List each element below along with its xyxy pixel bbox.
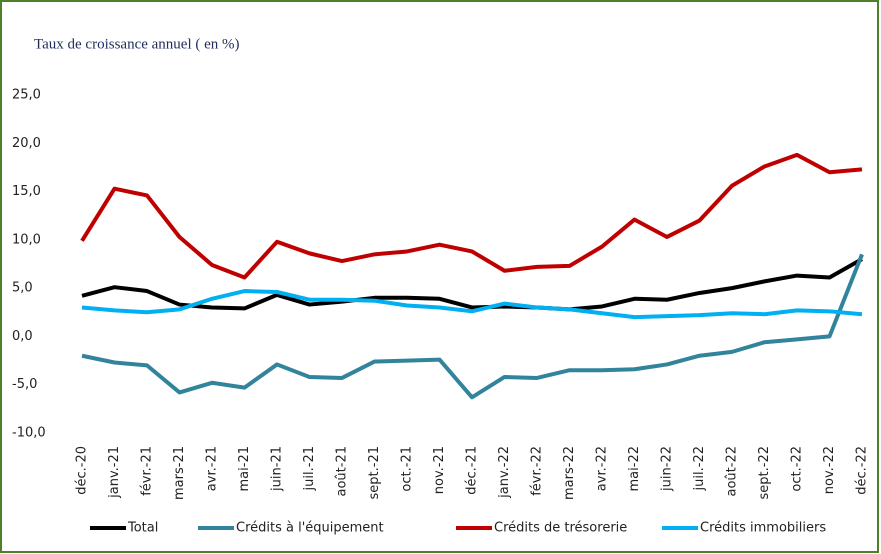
x-tick-label: août-21 bbox=[335, 446, 350, 497]
y-tick-label: 10,0 bbox=[12, 232, 41, 247]
legend-label: Total bbox=[127, 521, 158, 536]
series-line bbox=[80, 152, 863, 280]
y-tick-label: -5,0 bbox=[12, 377, 37, 392]
x-tick-label: oct.-22 bbox=[790, 446, 805, 492]
x-tick-label: juil.-21 bbox=[302, 446, 317, 491]
chart-title: Taux de croissance annuel ( en %) bbox=[34, 36, 240, 52]
legend-label: Crédits de trésorerie bbox=[494, 521, 627, 536]
y-tick-label: -10,0 bbox=[12, 426, 46, 441]
x-tick-label: févr.-21 bbox=[140, 446, 155, 496]
x-tick-label: sept.-21 bbox=[367, 446, 382, 500]
series-line bbox=[81, 257, 863, 312]
series-line bbox=[81, 289, 863, 320]
y-tick-label: 20,0 bbox=[12, 136, 41, 151]
x-tick-label: juin-22 bbox=[660, 446, 675, 492]
legend-label: Crédits à l'équipement bbox=[236, 521, 384, 536]
y-tick-label: 0,0 bbox=[12, 329, 33, 344]
x-tick-label: mai-21 bbox=[237, 446, 252, 491]
x-tick-label: févr.-22 bbox=[530, 446, 545, 496]
x-tick-label: mai-22 bbox=[627, 446, 642, 491]
x-tick-label: janv.-21 bbox=[107, 446, 122, 499]
y-tick-label: 25,0 bbox=[12, 88, 41, 103]
legend-label: Crédits immobiliers bbox=[700, 521, 826, 536]
x-tick-label: nov.-22 bbox=[822, 446, 837, 494]
x-tick-label: déc.-20 bbox=[75, 446, 90, 495]
series-line bbox=[81, 253, 864, 400]
x-tick-label: mars-21 bbox=[172, 446, 187, 500]
x-tick-label: mars-22 bbox=[562, 446, 577, 500]
y-tick-label: 15,0 bbox=[12, 184, 41, 199]
x-tick-label: avr.-22 bbox=[595, 446, 610, 491]
x-tick-label: déc.-21 bbox=[465, 446, 480, 495]
x-tick-label: août-22 bbox=[725, 446, 740, 497]
x-tick-label: avr.-21 bbox=[205, 446, 220, 491]
x-tick-label: déc.-22 bbox=[855, 446, 870, 495]
y-tick-label: 5,0 bbox=[12, 281, 33, 296]
x-tick-label: oct.-21 bbox=[400, 446, 415, 492]
x-tick-label: sept.-22 bbox=[757, 446, 772, 500]
x-tick-label: juil.-22 bbox=[692, 446, 707, 491]
x-tick-label: juin-21 bbox=[270, 446, 285, 492]
x-tick-label: janv.-22 bbox=[497, 446, 512, 499]
x-tick-label: nov.-21 bbox=[432, 446, 447, 494]
